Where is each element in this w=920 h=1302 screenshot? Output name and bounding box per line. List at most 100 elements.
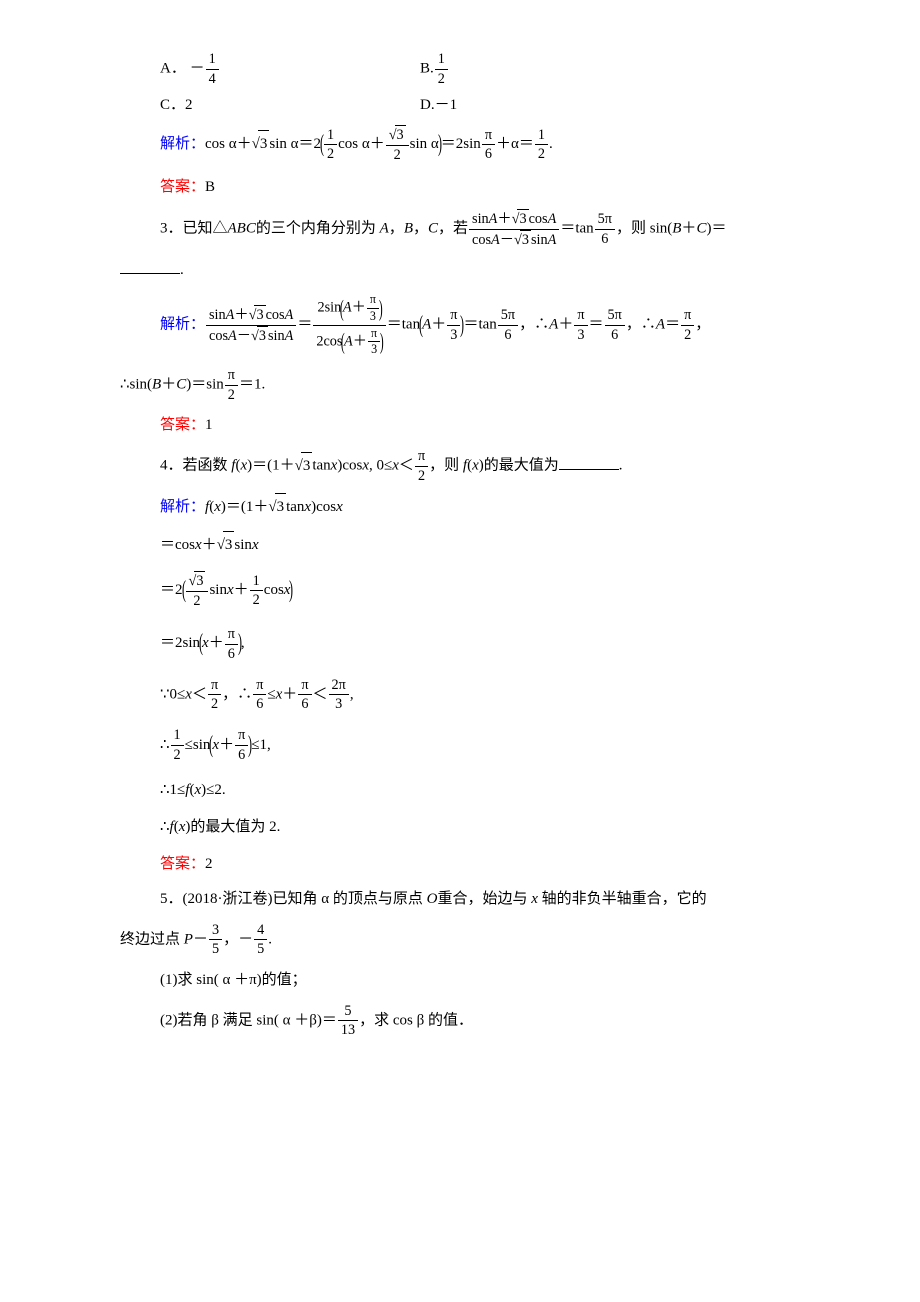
q2-a-num: 1 [206,50,219,70]
paren-l-icon: ( [182,569,186,612]
q2-a-den: 4 [206,70,219,89]
q3-C: C [428,221,438,237]
q3-analysis-line2: ∴sin(B＋C)＝sinπ2＝1. [120,366,820,404]
q2-f2n: 3 [386,125,409,146]
q2-d-val: －1 [435,97,458,113]
q2-answer-val: B [205,179,215,195]
paren-r-icon: ) [289,569,293,612]
q3-c2: ， [413,221,428,237]
q2-sqrt3: 3 [258,130,270,158]
paren-r-icon: ) [460,304,464,347]
q3-plus: ＋ [681,221,696,237]
q2-an-t6: ＋α＝ [496,136,534,152]
q2-b-den: 2 [435,70,448,89]
q2-option-b: B.12 [400,50,449,88]
q3-stem-blank: . [120,257,820,284]
fill-blank [559,469,619,470]
q3-A: A [376,221,389,237]
q4-line7: ∴1≤f(x)≤2. [120,777,820,804]
q2-f2d: 2 [386,146,409,165]
q3-answer-val: 1 [205,417,213,433]
analysis-label: 解析： [160,499,205,515]
q3-an-eq2: ＝tan [387,317,420,333]
q2-option-row-2: C．2 D.－1 [120,92,820,119]
q4-answer: 答案：2 [120,851,820,878]
q3-stem: 3．已知△ABC的三个内角分别为 A，B，C，若sinA＋3cosAcosA－3… [120,209,820,249]
analysis-label: 解析： [160,136,205,152]
q2-an-t2: sin α＝2 [269,136,321,152]
q2-a-label: A． [160,60,186,76]
q2-f1n: 1 [324,126,337,146]
q3-an-eq1: ＝ [297,317,312,333]
paren-l-icon: ( [419,304,423,347]
q3-an-th1: ，∴ [519,317,549,333]
answer-label: 答案： [160,856,205,872]
paren-r-icon: ) [238,622,242,665]
paren-l-icon: ( [320,123,324,166]
q3-an2-pre: ∴sin( [120,377,152,393]
paren-r-icon: ) [380,327,384,357]
q4-stem: 4．若函数 f(x)＝(1＋3tanx)cosx, 0≤x＜π2，则 f(x)的… [120,447,820,485]
paren-l-icon: ( [341,327,345,357]
paren-l-icon: ( [209,724,213,767]
answer-label: 答案： [160,417,205,433]
q2-an-t1: cos α＋ [205,136,252,152]
q4-f1n: 3 [186,571,209,592]
q2-option-row-1: A． －14 B.12 [120,50,820,88]
q3-t1: 3．已知△ [160,221,228,237]
q2-an-t7: . [549,136,553,152]
q5-sub2: (2)若角 β 满足 sin( α ＋β)＝513，求 cos β 的值． [120,1002,820,1040]
q4-line8: ∴f(x)的最大值为 2. [120,814,820,841]
q3-5pi6d: 6 [595,230,615,249]
q2-an-t3: cos α＋ [338,136,385,152]
q2-option-a: A． －14 [120,50,400,88]
q3-t4: ＝tan [560,221,593,237]
q2-f4n: 1 [535,126,548,146]
q2-b-label: B. [420,60,434,76]
q3-an-eq3: ＝tan [463,317,496,333]
q3-an-f2n: 2sin(A＋π3) [313,292,385,325]
q3-an-th2: ，∴ [626,317,656,333]
q4-line1: 解析：f(x)＝(1＋3tanx)cosx [120,493,820,521]
q4-line5: ∵0≤x＜π2，∴π6≤x＋π6＜2π3, [120,676,820,714]
q2-d-label: D. [420,97,435,113]
q2-c-val: 2 [185,97,193,113]
q3-5pi6n: 5π [595,210,615,230]
fill-blank [120,273,180,274]
q4-line3: ＝2(32sinx＋12cosx) [120,569,820,612]
q3-fd: cosA－3sinA [469,230,559,250]
q4-line4: ＝2sin(x＋π6), [120,622,820,665]
q4-t1: 4．若函数 [160,458,231,474]
q3-an-fd: cosA－3sinA [206,326,296,346]
q2-c-label: C． [160,97,185,113]
q4-answer-val: 2 [205,856,213,872]
q2-option-d: D.－1 [400,92,457,119]
q2-analysis: 解析：cos α＋3sin α＝2(12cos α＋32sin α)＝2sinπ… [120,123,820,166]
q2-an-t4: sin α [410,136,439,152]
q3-an-f2d: 2cos(A＋π3) [313,326,385,358]
q3-t3: ，若 [438,221,468,237]
q3-analysis: 解析：sinA＋3cosAcosA－3sinA＝2sin(A＋π3)2cos(A… [120,292,820,358]
analysis-label: 解析： [160,317,205,333]
q2-f3n: π [482,126,495,146]
answer-label: 答案： [160,179,205,195]
q3-fn: sinA＋3cosA [469,209,559,230]
q3-t5: ，则 sin( [616,221,672,237]
paren-r-icon: ) [379,294,383,324]
paren-l-icon: ( [199,622,203,665]
paren-r-icon: ) [438,123,442,166]
paren-l-icon: ( [340,294,344,324]
q2-an-t5: ＝2sin [441,136,481,152]
q2-option-c: C．2 [120,92,400,119]
q2-answer: 答案：B [120,174,820,201]
q3-period: . [180,262,184,278]
q3-B: B [404,221,413,237]
q2-a-sign: － [190,60,205,76]
q2-f4d: 2 [535,145,548,164]
q2-f1d: 2 [324,145,337,164]
q2-b-num: 1 [435,50,448,70]
q5-stem-line1: 5．(2018·浙江卷)已知角 α 的顶点与原点 O重合，始边与 x 轴的非负半… [120,886,820,913]
q3-an-fn: sinA＋3cosA [206,305,296,326]
q5-stem-line2: 终边过点 P－35，－45. [120,921,820,959]
q4-line2: ＝cosx＋3sinx [120,531,820,559]
